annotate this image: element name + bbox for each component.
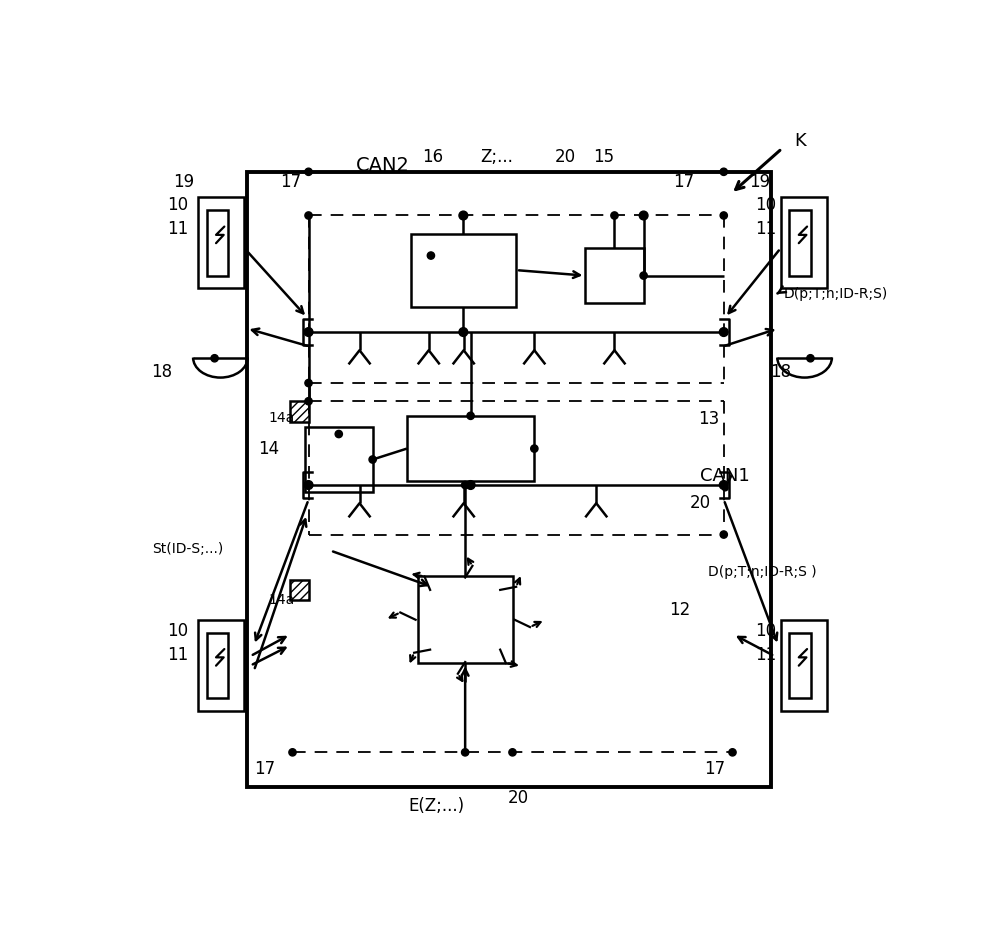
Bar (198, 198, 244, 289)
Text: 11: 11 (167, 219, 188, 237)
Text: 11: 11 (167, 646, 188, 664)
Circle shape (305, 168, 312, 175)
Bar (247, 172, 771, 787)
Circle shape (305, 379, 312, 387)
Text: 10: 10 (755, 622, 777, 639)
Circle shape (304, 327, 313, 337)
Text: 17: 17 (254, 760, 275, 779)
Text: 20: 20 (554, 149, 576, 166)
Text: 20: 20 (690, 494, 711, 512)
Text: 18: 18 (151, 363, 172, 381)
Circle shape (720, 531, 727, 538)
Circle shape (639, 211, 648, 219)
Text: 13: 13 (699, 411, 720, 429)
Circle shape (459, 327, 468, 337)
Circle shape (611, 212, 618, 219)
Text: E(Z;...): E(Z;...) (408, 797, 464, 815)
Circle shape (304, 481, 313, 489)
Text: St(ID-S;...): St(ID-S;...) (152, 542, 223, 556)
Circle shape (462, 482, 469, 489)
Circle shape (289, 748, 296, 756)
Text: 12: 12 (669, 602, 691, 620)
Circle shape (305, 397, 312, 405)
Text: CAN2: CAN2 (356, 156, 410, 175)
Text: 15: 15 (593, 149, 614, 166)
Circle shape (459, 211, 468, 219)
Bar (781, 620, 827, 710)
Bar (585, 248, 644, 303)
Circle shape (722, 485, 728, 491)
Circle shape (807, 355, 814, 362)
Bar (305, 427, 373, 492)
Text: 10: 10 (167, 196, 188, 214)
Text: 10: 10 (167, 622, 188, 639)
Bar (207, 210, 228, 276)
Circle shape (466, 481, 475, 489)
Bar (411, 234, 516, 307)
Bar (290, 580, 309, 600)
Text: 10: 10 (755, 196, 777, 214)
Text: 19: 19 (173, 173, 194, 191)
Text: 19: 19 (750, 173, 771, 191)
Bar (290, 401, 309, 422)
Circle shape (335, 430, 342, 438)
Circle shape (729, 748, 736, 756)
Circle shape (427, 252, 435, 259)
Circle shape (720, 168, 727, 175)
Text: K: K (794, 132, 806, 150)
Text: 18: 18 (770, 363, 791, 381)
Circle shape (305, 212, 312, 219)
Text: CAN1: CAN1 (700, 467, 750, 485)
Bar (207, 633, 228, 698)
Circle shape (211, 355, 218, 362)
Text: D(p;T;n;ID-R;S): D(p;T;n;ID-R;S) (783, 288, 888, 301)
Text: 20: 20 (508, 789, 529, 807)
Circle shape (720, 212, 727, 219)
Circle shape (719, 481, 728, 489)
Circle shape (531, 445, 538, 452)
Text: 16: 16 (422, 149, 443, 166)
Circle shape (467, 412, 474, 419)
Text: 17: 17 (704, 760, 726, 779)
Bar (789, 210, 811, 276)
Text: 11: 11 (755, 646, 777, 664)
Text: 11: 11 (755, 219, 777, 237)
Text: Z;...: Z;... (480, 149, 513, 166)
Circle shape (369, 456, 376, 464)
Bar (418, 576, 512, 663)
Text: 14: 14 (258, 440, 279, 458)
Bar (407, 416, 534, 482)
Text: 17: 17 (673, 173, 694, 191)
Bar (781, 198, 827, 289)
Text: 14a: 14a (268, 411, 295, 425)
Circle shape (462, 748, 469, 756)
Text: 14a: 14a (268, 593, 295, 607)
Bar (198, 620, 244, 710)
Circle shape (640, 272, 647, 279)
Circle shape (509, 748, 516, 756)
Text: D(p;T;n;ID-R;S ): D(p;T;n;ID-R;S ) (708, 566, 816, 579)
Circle shape (719, 327, 728, 337)
Bar (789, 633, 811, 698)
Text: 17: 17 (280, 173, 301, 191)
